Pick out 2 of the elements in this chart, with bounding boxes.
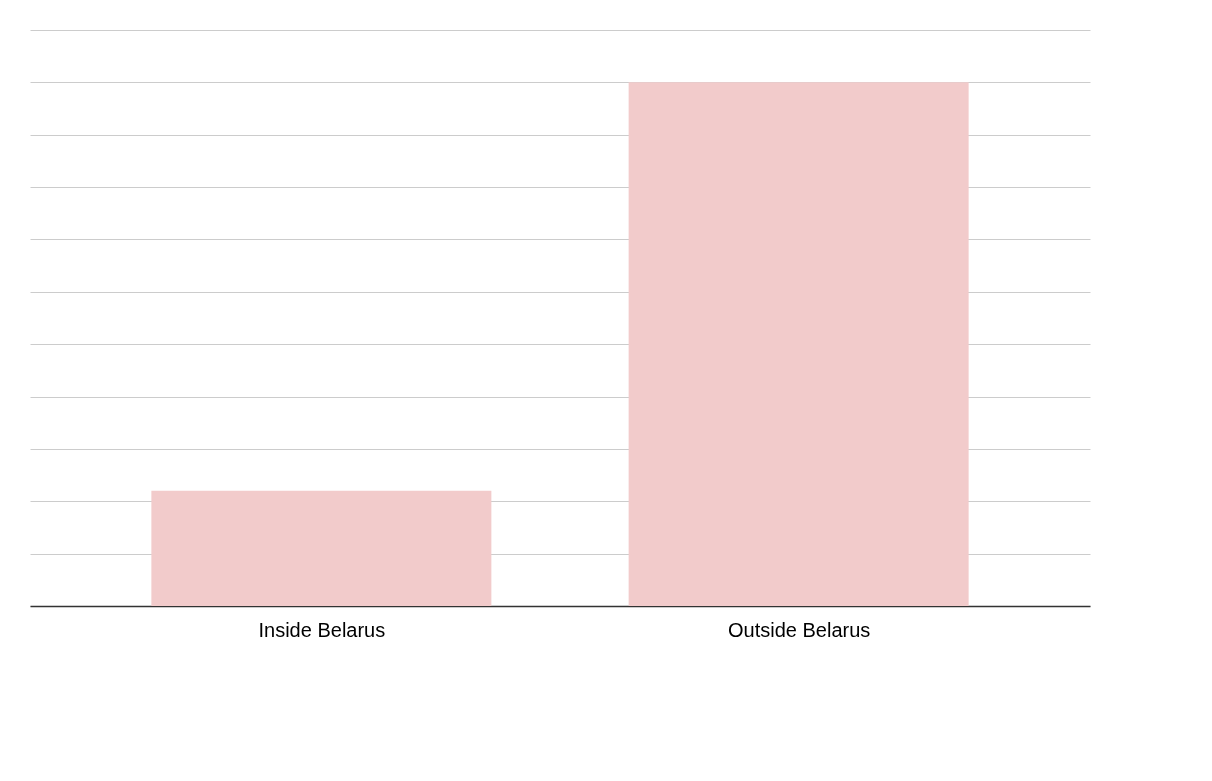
x-tick-label: Inside Belarus: [258, 618, 386, 641]
x-tick-label: Outside Belarus: [727, 618, 871, 641]
